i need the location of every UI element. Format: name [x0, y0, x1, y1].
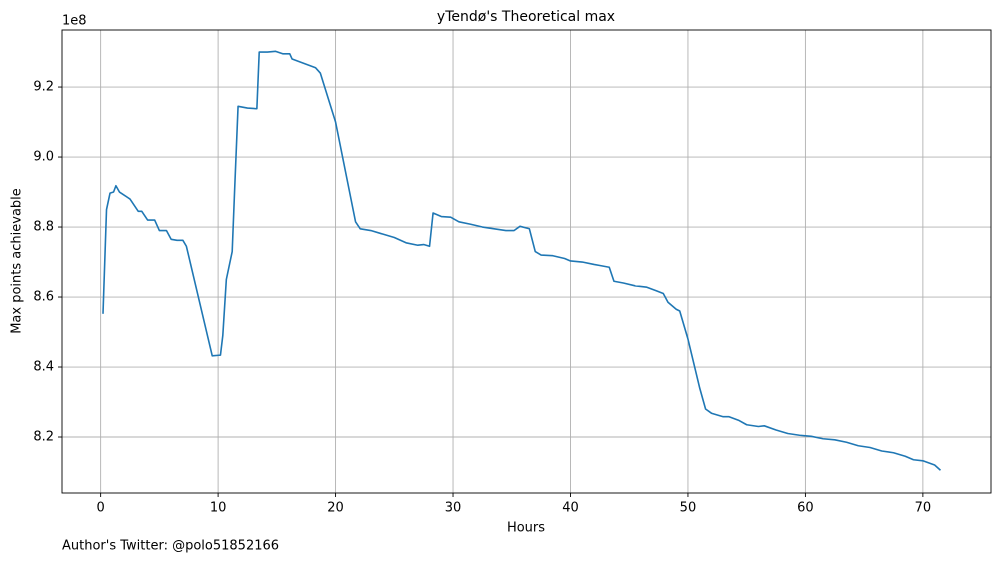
y-tick-label: 9.2: [33, 80, 54, 95]
chart-title: yTendø's Theoretical max: [437, 9, 615, 25]
x-tick-label: 30: [445, 501, 462, 516]
x-tick-label: 40: [562, 501, 579, 516]
x-axis-label: Hours: [507, 521, 545, 536]
y-tick-label: 9.0: [33, 150, 54, 165]
x-tick-label: 0: [97, 501, 105, 516]
x-tick-label: 50: [680, 501, 697, 516]
plot-frame: [61, 29, 992, 494]
x-tick-label: 20: [327, 501, 344, 516]
data-line: [102, 50, 942, 471]
x-tick-label: 70: [915, 501, 932, 516]
y-tick-label: 8.2: [33, 430, 54, 445]
y-offset-label: 1e8: [62, 14, 87, 29]
x-tick-label: 10: [210, 501, 227, 516]
y-tick-label: 8.4: [33, 360, 54, 375]
y-tick-label: 8.6: [33, 290, 54, 305]
y-tick-label: 8.8: [33, 220, 54, 235]
annotation: Author's Twitter: @polo51852166: [62, 539, 279, 554]
y-axis-label: Max points achievable: [10, 188, 25, 334]
x-tick-label: 60: [797, 501, 814, 516]
